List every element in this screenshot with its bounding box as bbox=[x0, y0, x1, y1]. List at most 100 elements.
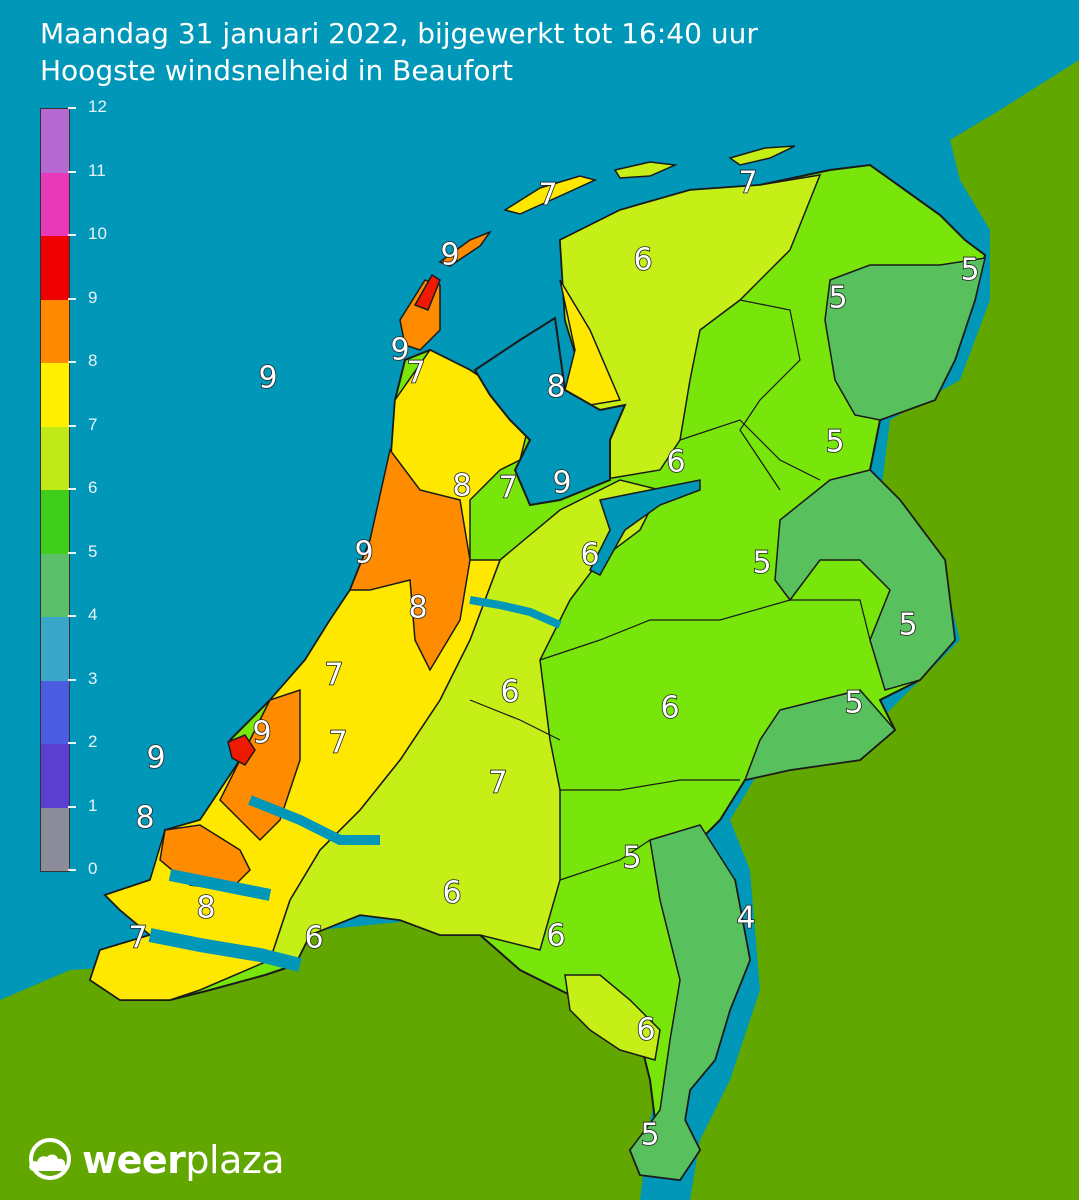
legend-tick-label: 10 bbox=[88, 224, 107, 243]
island-schiermonnikoog bbox=[728, 145, 796, 166]
legend-tick bbox=[68, 488, 76, 490]
legend-tick bbox=[68, 551, 76, 554]
island-vlieland bbox=[438, 230, 493, 267]
lake-ijsselmeer bbox=[473, 316, 627, 507]
map-label: 7 bbox=[328, 726, 347, 761]
legend-tick-label: 7 bbox=[88, 414, 98, 434]
legend-band bbox=[41, 109, 69, 173]
lake-randmeren bbox=[588, 479, 701, 576]
island-ameland bbox=[613, 161, 678, 179]
legend-tick bbox=[68, 297, 76, 300]
legend-tick-label: 3 bbox=[88, 668, 98, 688]
legend-tick-label: 12 bbox=[88, 97, 107, 116]
map-label: 6 bbox=[580, 538, 599, 573]
brand-name-light: plaza bbox=[185, 1138, 285, 1182]
color-scale-legend bbox=[40, 108, 70, 872]
map-label: 7 bbox=[488, 766, 507, 801]
legend-tick-label: 0 bbox=[88, 859, 98, 878]
map-label: 5 bbox=[622, 841, 641, 876]
legend-band bbox=[41, 744, 69, 808]
map-label: 5 bbox=[828, 281, 847, 316]
estuary-oosterschelde bbox=[168, 869, 272, 901]
zone-bft8-noord-holland bbox=[348, 448, 471, 672]
map-label: 5 bbox=[640, 1118, 659, 1153]
legend-tick bbox=[68, 678, 76, 681]
zone-bft4-limburg bbox=[629, 824, 751, 1181]
map-label: 6 bbox=[442, 876, 461, 911]
map-label: 7 bbox=[128, 921, 147, 956]
zone-bft4-achterhoek bbox=[743, 689, 897, 782]
map-label: 9 bbox=[390, 333, 409, 368]
legend-band bbox=[41, 363, 69, 427]
legend-tick-label: 6 bbox=[88, 478, 98, 497]
map-label: 6 bbox=[660, 691, 679, 726]
map-label: 9 bbox=[252, 716, 271, 751]
brand-name-bold: weer bbox=[82, 1138, 186, 1182]
map-label: 9 bbox=[354, 536, 373, 571]
legend-tick bbox=[68, 170, 76, 173]
zone-bft9-hoek-van-holland bbox=[227, 734, 256, 766]
legend-tick bbox=[68, 361, 76, 363]
foreign-land-germany bbox=[690, 60, 1079, 1200]
brand-name: weerplaza bbox=[82, 1138, 285, 1182]
legend-tick-label: 9 bbox=[88, 287, 98, 307]
legend-tick bbox=[68, 107, 76, 109]
map-label: 6 bbox=[636, 1013, 655, 1048]
wind-force-labels: 7 7 9 6 5 5 9 7 9 8 5 6 8 7 9 9 6 5 8 5 … bbox=[128, 165, 981, 1154]
weerplaza-logo: weerplaza bbox=[24, 1133, 285, 1187]
map-label: 5 bbox=[752, 546, 771, 581]
zone-bft4-northeast bbox=[824, 257, 986, 421]
map-label: 7 bbox=[538, 178, 557, 213]
legend-tick-label: 1 bbox=[88, 795, 98, 815]
legend-band bbox=[41, 617, 69, 681]
zone-bft6-south bbox=[564, 974, 661, 1061]
legend-band bbox=[41, 553, 69, 617]
map-label: 6 bbox=[500, 675, 519, 710]
map-label: 8 bbox=[196, 891, 215, 926]
river-noordzeekanaal bbox=[469, 596, 562, 629]
river-nieuwe-waterweg bbox=[248, 795, 380, 845]
map-subtitle: Hoogste windsnelheid in Beaufort bbox=[40, 54, 513, 87]
map-label: 4 bbox=[736, 901, 755, 936]
legend-tick-label: 11 bbox=[88, 160, 106, 180]
legend-tick bbox=[68, 869, 76, 871]
map-title: Maandag 31 januari 2022, bijgewerkt tot … bbox=[40, 17, 758, 50]
map-label: 6 bbox=[546, 919, 565, 954]
map-label: 8 bbox=[546, 370, 565, 405]
legend-tick bbox=[68, 742, 76, 744]
map-label: 8 bbox=[452, 469, 471, 504]
map-label: 8 bbox=[408, 591, 427, 626]
map-label: 6 bbox=[633, 243, 652, 278]
zone-bft9-texel-tip bbox=[413, 273, 441, 311]
legend-band bbox=[41, 299, 69, 363]
legend-band bbox=[41, 236, 69, 300]
legend-tick bbox=[68, 805, 76, 808]
map-label: 7 bbox=[498, 471, 517, 506]
map-label: 6 bbox=[666, 445, 685, 480]
legend-band bbox=[41, 172, 69, 236]
legend-tick-label: 2 bbox=[88, 732, 98, 751]
legend-tick-label: 4 bbox=[88, 605, 98, 624]
map-label: 6 bbox=[304, 921, 323, 956]
map-label: 9 bbox=[258, 361, 277, 396]
estuary-westerschelde bbox=[148, 928, 302, 972]
map-label: 7 bbox=[738, 166, 757, 201]
legend-tick-label: 5 bbox=[88, 541, 98, 561]
map-label: 9 bbox=[552, 466, 571, 501]
map-label: 9 bbox=[440, 238, 459, 273]
legend-band bbox=[41, 426, 69, 490]
map-label: 5 bbox=[825, 425, 844, 460]
province-boundaries bbox=[469, 299, 871, 881]
legend-tick-label: 8 bbox=[88, 351, 98, 370]
legend-band bbox=[41, 680, 69, 744]
map-label: 9 bbox=[146, 741, 165, 776]
legend-band bbox=[41, 490, 69, 554]
island-terschelling bbox=[503, 175, 598, 215]
map-label: 5 bbox=[898, 608, 917, 643]
map-label: 5 bbox=[844, 686, 863, 721]
map-label: 7 bbox=[406, 356, 425, 391]
map-label: 5 bbox=[960, 253, 979, 288]
legend-tick bbox=[68, 424, 76, 427]
